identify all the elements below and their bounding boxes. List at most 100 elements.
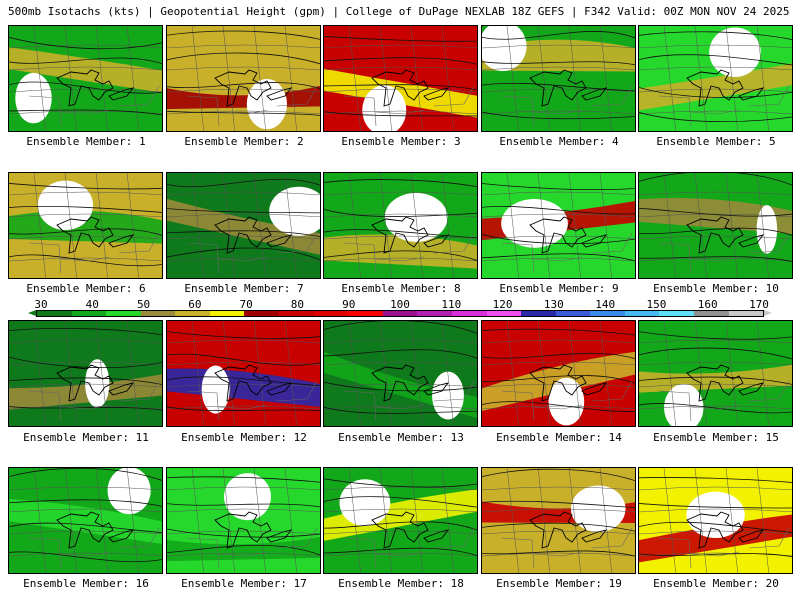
longitude-line [663,321,677,426]
height-contour [167,503,320,508]
height-contour [639,553,792,558]
isotach-map [324,173,477,278]
height-contour [9,551,162,563]
latitude-line [639,361,792,366]
ensemble-map-panel [638,25,793,132]
calm-area [339,479,391,527]
latitude-line [324,213,477,218]
height-contour [639,403,792,414]
height-contour [324,406,477,414]
longitude-line [191,26,205,131]
jet-streak [167,536,320,562]
colorbar-tick-label: 70 [239,298,253,311]
colorbar-segment [209,311,245,316]
height-contour [9,254,162,267]
longitude-line [64,468,78,573]
longitude-line [537,173,551,278]
height-contour [167,476,320,483]
colorbar-segment [728,311,764,316]
latitude-line [482,257,635,262]
great-lakes-outline [56,364,135,402]
longitude-line [64,26,78,131]
colorbar-tick-label: 90 [342,298,356,311]
height-contour [639,347,792,360]
latitude-line [167,405,320,410]
latitude-line [639,110,792,115]
height-contour [167,528,320,538]
longitude-line [222,173,236,278]
state-boundaries [343,85,475,127]
colorbar-left-arrow [28,310,36,316]
colorbar-tick-label: 170 [749,298,769,311]
latitude-line [167,486,320,491]
height-contour [324,57,477,65]
longitude-line [506,468,520,573]
longitude-line [568,321,582,426]
colorbar-segment [521,311,556,316]
latitude-line [324,88,477,93]
height-contour [167,544,320,556]
longitude-line [537,321,551,426]
latitude-line [324,235,477,240]
latitude-line [639,383,792,388]
ensemble-map-panel [481,172,636,279]
great-lakes-outline [371,69,450,107]
longitude-line [568,173,582,278]
latitude-line [482,191,635,196]
isotach-map [167,321,320,426]
jet-streak [9,47,162,93]
latitude-line [482,508,635,513]
longitude-line [756,173,770,278]
height-contour [9,205,162,213]
longitude-line [126,321,140,426]
latitude-line [9,552,162,557]
height-contour [167,247,320,261]
ensemble-member-label: Ensemble Member: 18 [338,577,464,590]
height-contour [482,111,635,120]
state-boundaries [186,85,318,127]
longitude-line [348,468,362,573]
latitude-line [324,552,477,557]
isotach-map [324,468,477,573]
isotach-map [324,26,477,131]
state-boundaries [186,232,318,274]
height-contour [639,376,792,385]
great-lakes-outline [371,511,450,549]
colorbar-segment [313,311,349,316]
latitude-line [639,339,792,344]
isotach-map [167,173,320,278]
latitude-line [639,530,792,535]
longitude-line [33,468,47,573]
longitude-line [599,26,613,131]
colorbar-segment [555,311,591,316]
colorbar-segment [71,311,107,316]
state-boundaries [501,85,633,127]
colorbar-tick-label: 160 [697,298,718,311]
height-contour [9,468,162,481]
height-contour [639,521,792,533]
height-contour [9,406,162,411]
height-contour [324,349,477,359]
state-boundaries [501,380,633,422]
calm-area [223,473,271,521]
ensemble-member-label: Ensemble Member: 13 [338,431,464,444]
height-contour [482,233,635,245]
jet-streak [167,198,320,255]
height-contour [167,52,320,65]
great-lakes-outline [529,511,608,549]
latitude-line [482,339,635,344]
isotach-map [639,173,792,278]
latitude-line [324,110,477,115]
height-contour [482,61,635,66]
colorbar-segment [659,311,694,316]
longitude-line [379,173,393,278]
height-contour [482,401,635,412]
latitude-line [639,44,792,49]
latitude-line [639,235,792,240]
height-contour [167,82,320,90]
height-contour [167,376,320,387]
state-boundaries [501,232,633,274]
latitude-line [324,44,477,49]
isotach-map [167,26,320,131]
latitude-line [167,66,320,71]
